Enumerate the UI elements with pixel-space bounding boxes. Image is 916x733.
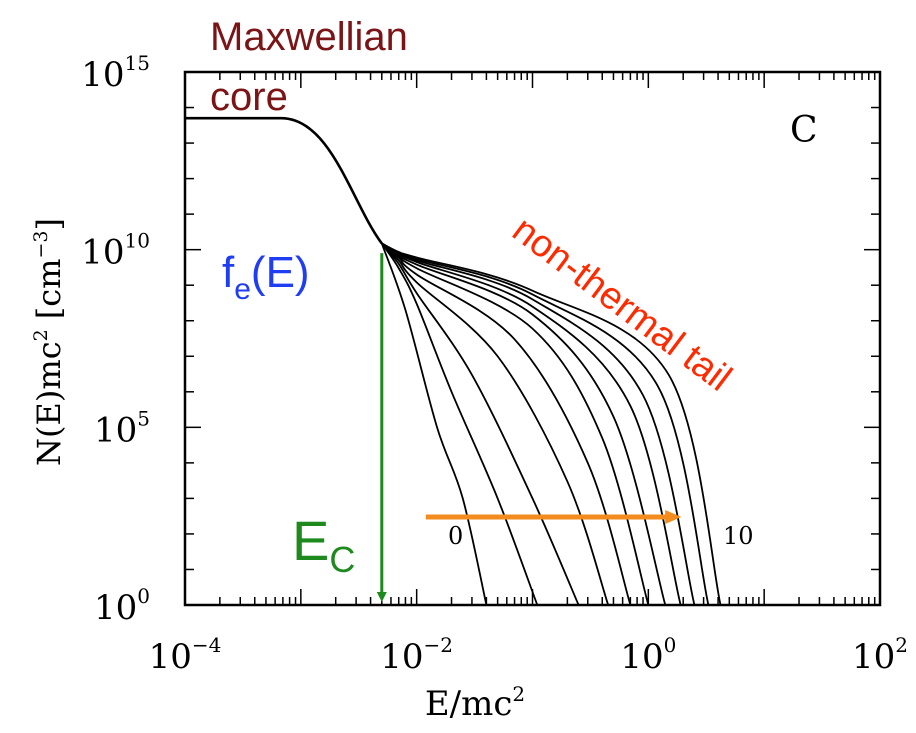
tail-curve-0: [380, 243, 488, 606]
y-axis-label-unit-sup: −3: [30, 231, 52, 259]
x-tick-label-exp: −4: [192, 633, 221, 657]
plot-frame: [183, 70, 882, 607]
annotation-fe-rest: (E): [251, 248, 310, 297]
x-axis-label: E/mc2: [425, 682, 525, 724]
x-tick-label-exp: 0: [664, 633, 677, 657]
x-tick-label: 100: [620, 633, 676, 677]
tail-curve-6: [381, 242, 667, 606]
x-tick-label-exp: −2: [424, 633, 453, 657]
x-tick-label-base: 10: [852, 637, 895, 677]
x-tick-label-base: 10: [380, 637, 423, 677]
x-tick-label-base: 10: [620, 637, 663, 677]
tail-curve-5: [381, 242, 650, 606]
y-axis-label-sup: 2: [30, 329, 52, 341]
y-tick-label-base: 10: [81, 233, 124, 273]
y-tick-label: 1015: [81, 51, 150, 95]
annotation-ec-main: E: [292, 509, 329, 572]
annotation-fe-sub: e: [234, 273, 251, 306]
x-axis-label-sup: 2: [512, 682, 525, 706]
y-axis-label-main: N(E)mc: [30, 341, 68, 466]
panel-label: C: [790, 110, 818, 151]
y-axis-label: N(E)mc2 [cm−3]: [30, 218, 68, 466]
y-tick-label-base: 10: [94, 588, 137, 628]
y-tick-label-exp: 5: [137, 406, 150, 430]
x-axis-label-main: E/mc: [425, 684, 513, 724]
annotation-ec: EC: [292, 509, 355, 580]
x-tick-label: 10−2: [380, 633, 453, 677]
x-tick-label: 10−4: [149, 633, 222, 677]
annotation-fe: fe(E): [222, 248, 310, 306]
x-tick-labels: 10−4 10−2 100 102: [149, 633, 908, 677]
y-axis-label-unit: [cm: [30, 259, 68, 320]
tail-curve-10: [381, 242, 722, 606]
curve-label-first: 0: [448, 522, 463, 550]
annotation-fe-main: f: [222, 248, 235, 297]
tail-curve-4: [381, 242, 632, 606]
annotation-ec-sub: C: [329, 539, 355, 580]
axis-ticks: [184, 71, 880, 606]
y-tick-label: 1010: [81, 229, 150, 273]
curves-group: [185, 116, 722, 606]
y-tick-label-exp: 15: [125, 51, 150, 75]
y-tick-label-exp: 0: [137, 584, 150, 608]
y-tick-label: 105: [94, 406, 150, 450]
x-tick-label-exp: 2: [895, 633, 908, 657]
x-tick-label-base: 10: [149, 637, 192, 677]
x-tick-label: 102: [852, 633, 908, 677]
maxwellian-core-curve: [185, 116, 383, 245]
tail-curve-1: [381, 242, 539, 606]
y-tick-label-base: 10: [94, 410, 137, 450]
y-tick-label-exp: 10: [125, 229, 150, 253]
curve-label-last: 10: [723, 522, 754, 550]
tail-curve-9: [381, 242, 710, 606]
y-tick-label: 100: [94, 584, 150, 628]
tail-curve-3: [381, 242, 610, 606]
y-tick-label-base: 10: [81, 55, 124, 95]
y-axis-label-close: ]: [30, 218, 68, 230]
annotation-maxwellian-line2: core: [210, 75, 288, 119]
tail-curve-2: [381, 242, 580, 606]
annotation-maxwellian-line1: Maxwellian: [210, 15, 408, 59]
